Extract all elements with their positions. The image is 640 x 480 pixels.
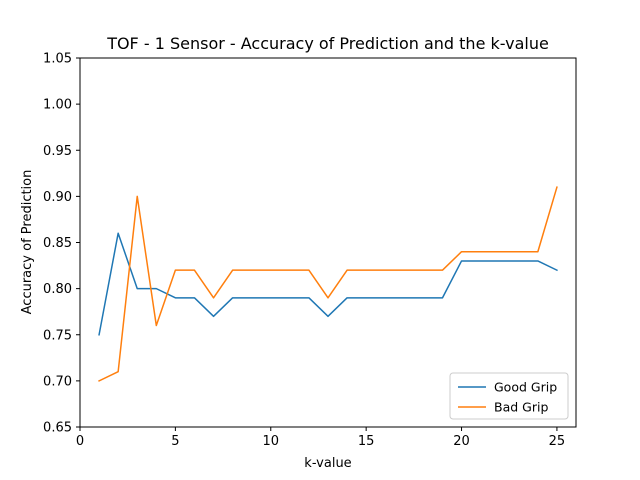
y-tick-label: 0.70 bbox=[43, 374, 72, 389]
x-tick-label: 25 bbox=[549, 434, 566, 449]
x-axis-label: k-value bbox=[304, 456, 351, 471]
legend-entry-label: Bad Grip bbox=[494, 400, 548, 415]
x-tick-label: 15 bbox=[358, 434, 375, 449]
x-tick-label: 20 bbox=[453, 434, 470, 449]
x-tick-label: 5 bbox=[171, 434, 179, 449]
y-tick-label: 0.85 bbox=[43, 236, 72, 251]
y-tick-label: 1.05 bbox=[43, 52, 72, 67]
y-axis-label: Accuracy of Prediction bbox=[20, 170, 35, 315]
y-tick-label: 0.65 bbox=[43, 421, 72, 436]
x-tick-label: 0 bbox=[76, 434, 84, 449]
chart-title: TOF - 1 Sensor - Accuracy of Prediction … bbox=[106, 34, 549, 53]
plot-area bbox=[98, 186, 558, 382]
y-tick-label: 1.00 bbox=[43, 98, 72, 113]
series-line-bad-grip bbox=[98, 186, 558, 382]
series-line-good-grip bbox=[98, 232, 558, 336]
y-tick-label: 0.95 bbox=[43, 144, 72, 159]
legend-entry-label: Good Grip bbox=[494, 380, 557, 395]
axis-ticks: 0 5 10 15 20 25 0.65 0.70 0.75 0.80 0.85 0.90 0.95 1.… bbox=[43, 52, 565, 450]
y-tick-label: 0.90 bbox=[43, 190, 72, 205]
y-tick-label: 0.75 bbox=[43, 328, 72, 343]
y-tick-label: 0.80 bbox=[43, 282, 72, 297]
x-tick-label: 10 bbox=[262, 434, 279, 449]
plot-frame bbox=[79, 57, 577, 428]
legend: Good Grip Bad Grip bbox=[449, 372, 569, 420]
